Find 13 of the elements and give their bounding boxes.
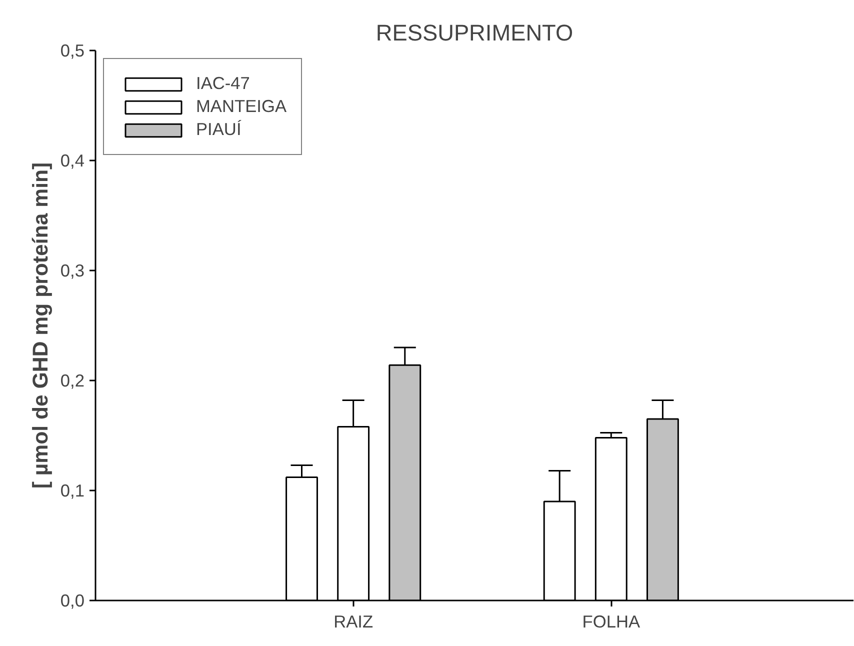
chart-title: RESSUPRIMENTO <box>376 20 574 46</box>
y-tick-label: 0,3 <box>60 260 85 280</box>
x-tick-label: FOLHA <box>582 612 640 632</box>
legend-label: IAC-47 <box>196 73 250 94</box>
y-tick-label: 0,4 <box>60 150 85 170</box>
y-tick-label: 0,1 <box>60 480 85 500</box>
y-tick-label: 0,0 <box>60 590 85 610</box>
y-tick-label: 0,5 <box>60 40 85 60</box>
y-tick-label: 0,2 <box>60 370 85 390</box>
legend-label: PIAUÍ <box>196 119 242 140</box>
x-tick-label: RAIZ <box>334 612 374 632</box>
legend-label: MANTEIGA <box>196 96 286 117</box>
y-axis-title: [ µmol de GHD mg proteína min] <box>28 162 52 489</box>
